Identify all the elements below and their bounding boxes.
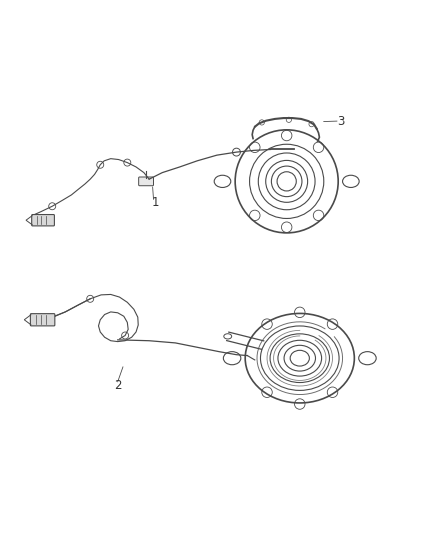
Text: 2: 2 [114, 379, 121, 392]
FancyBboxPatch shape [32, 215, 54, 226]
Text: 3: 3 [338, 115, 345, 127]
FancyBboxPatch shape [139, 177, 153, 185]
Text: 1: 1 [152, 196, 159, 209]
FancyBboxPatch shape [30, 313, 55, 326]
